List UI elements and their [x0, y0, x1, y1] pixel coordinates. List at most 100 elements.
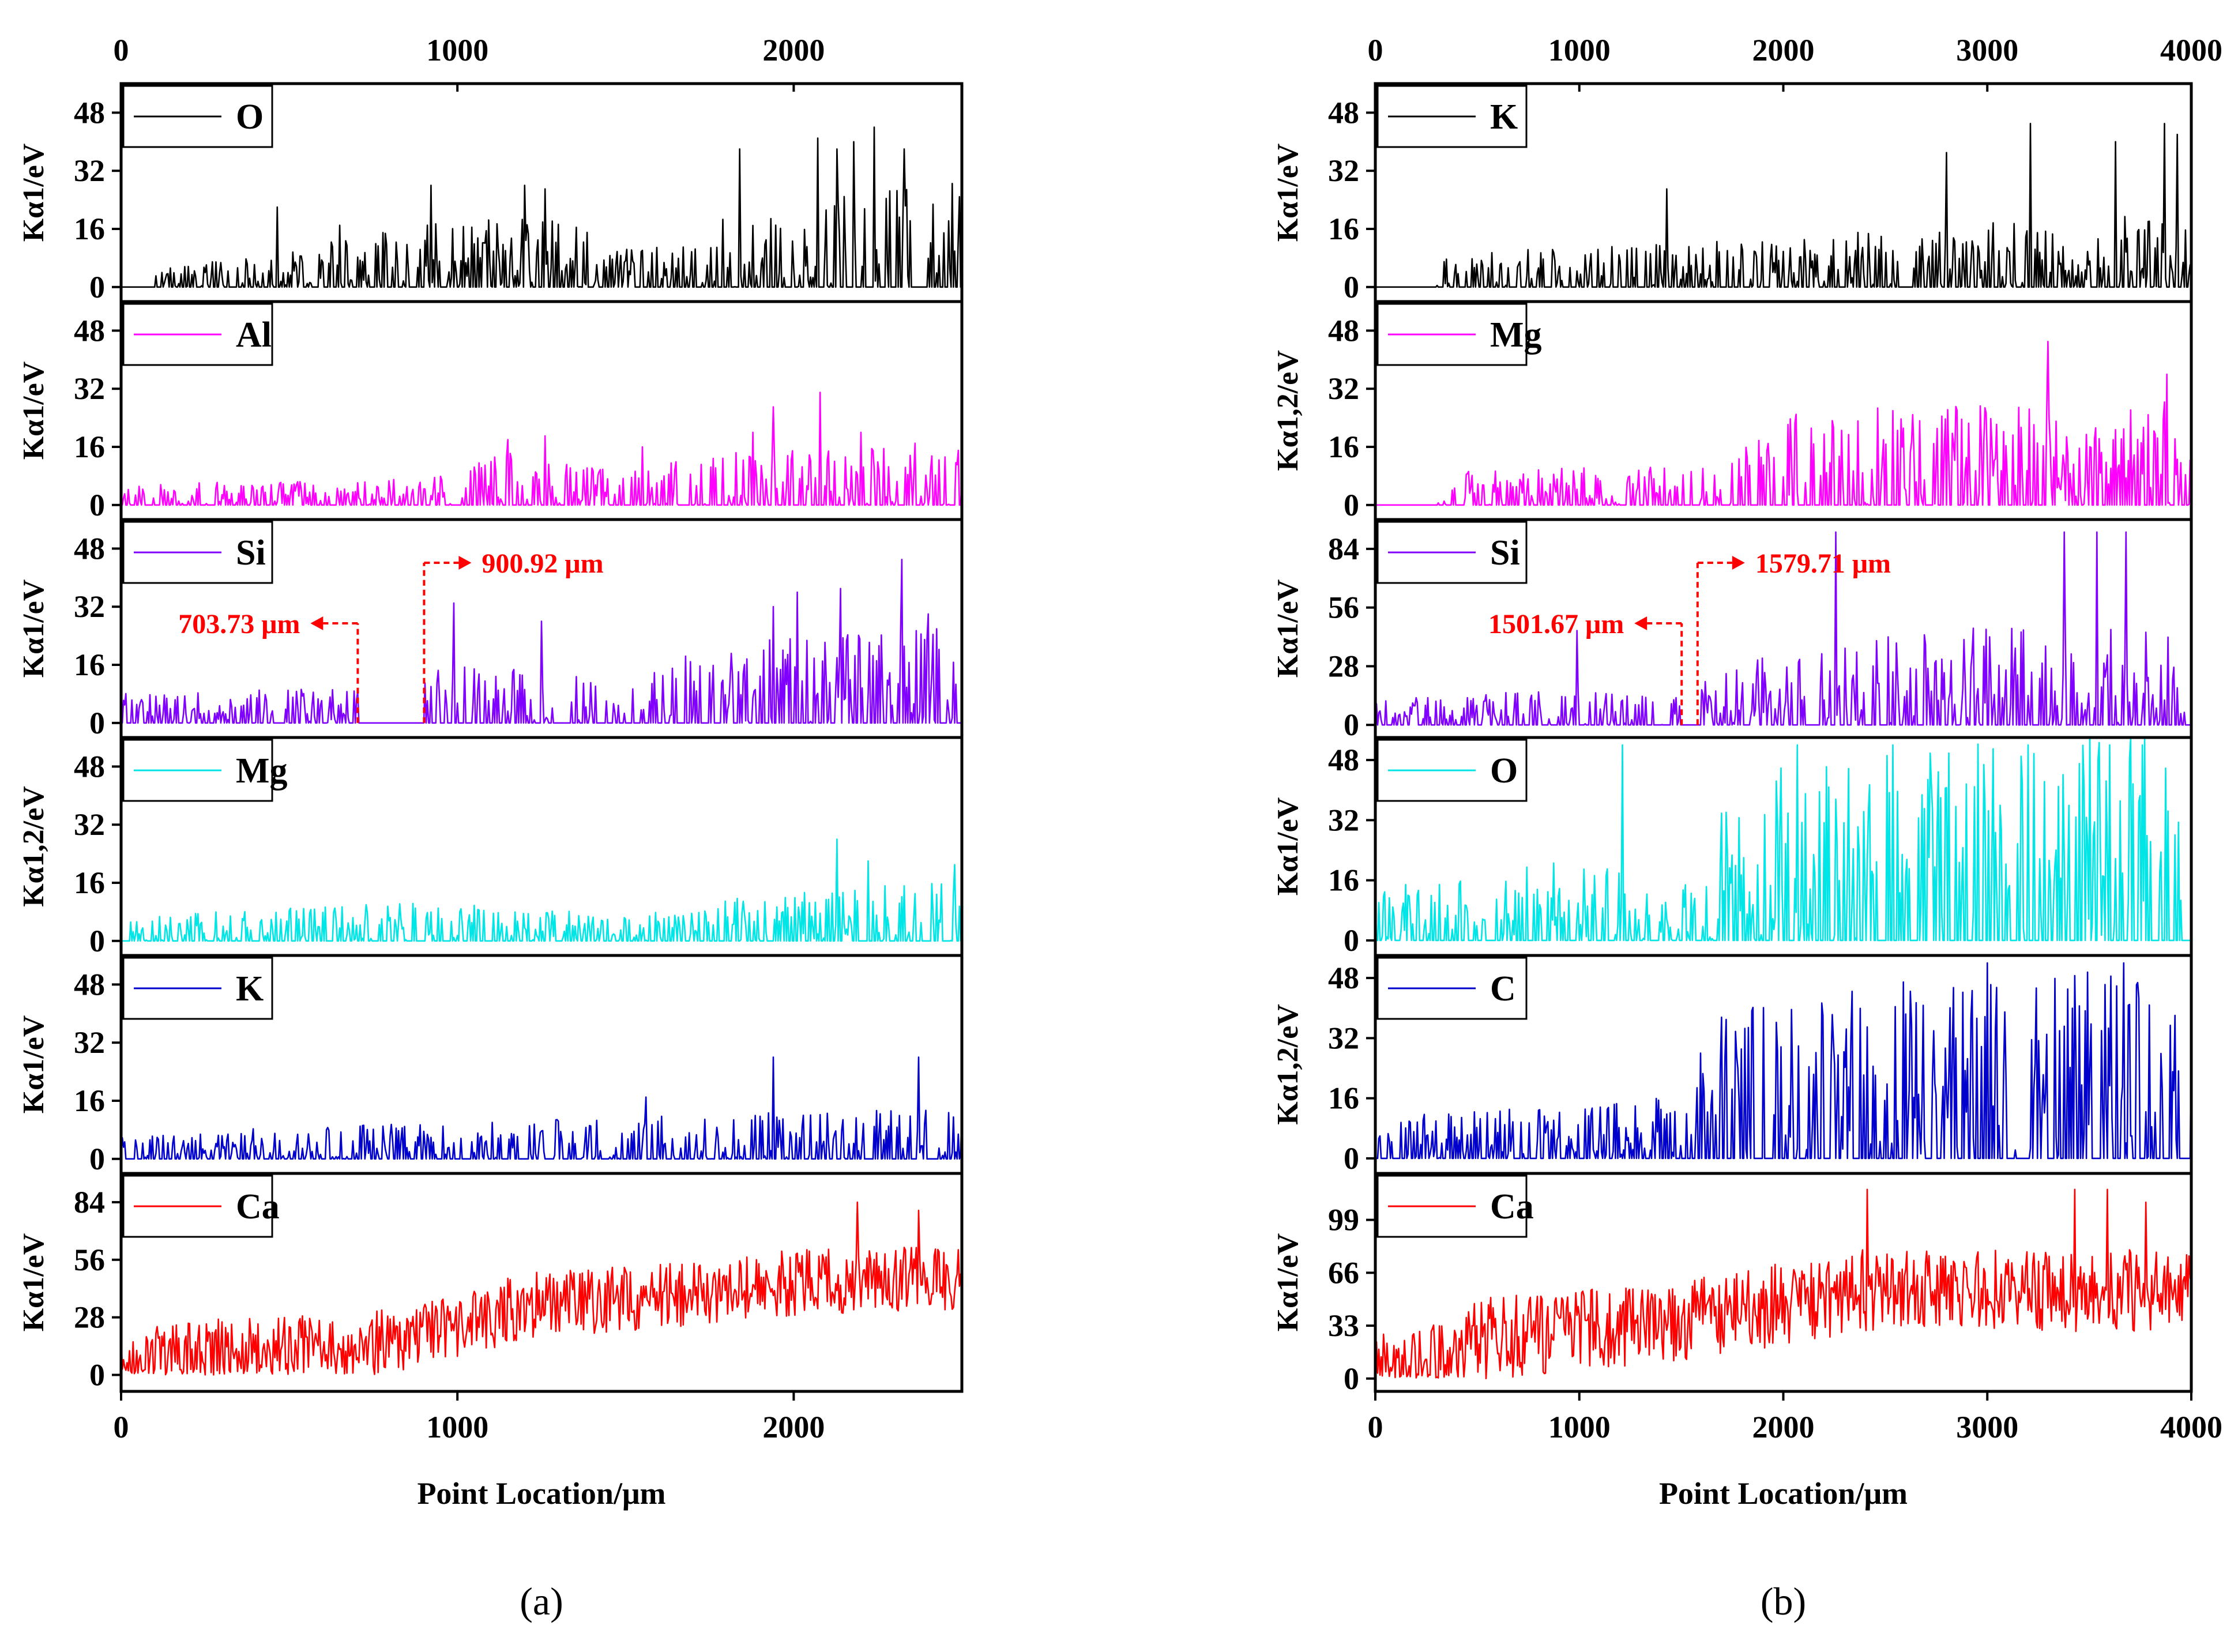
x-tick-label: 1000 [1548, 1410, 1611, 1444]
x-tick-label: 3000 [1956, 1410, 2018, 1444]
y-tick-label: 0 [1344, 270, 1359, 304]
series-line-ca [120, 1201, 963, 1376]
series-line-ca [1374, 1188, 2192, 1379]
subplot-a-k: 0 16 32 48 Kα1/eV K [17, 954, 964, 1176]
series-line-o [121, 126, 962, 288]
y-tick-label: 0 [89, 1142, 105, 1176]
y-axis-label: Kα1/eV [17, 1015, 50, 1114]
y-tick-label: 28 [1328, 649, 1359, 683]
y-tick-label: 16 [74, 648, 105, 682]
annotation-arrowhead [458, 556, 472, 570]
panel-caption: (a) [520, 1579, 563, 1623]
subplot-b-o: 0 16 32 48 Kα1/eV O [1272, 736, 2193, 958]
y-tick-label: 32 [1328, 371, 1359, 406]
panel-caption: (b) [1761, 1579, 1806, 1623]
series-line-c [1375, 962, 2192, 1160]
y-tick-label: 48 [1328, 743, 1359, 777]
y-tick-label: 56 [1328, 590, 1359, 625]
subplot-b-mg: 0 16 32 48 Kα1,2/eV Mg [1272, 300, 2193, 522]
legend-label-si: Si [1490, 533, 1520, 573]
y-tick-label: 66 [1328, 1255, 1359, 1290]
y-axis-label: Kα1/eV [1272, 579, 1304, 678]
series-line-si [121, 559, 962, 724]
legend-label-o: O [236, 97, 264, 137]
series-line-k [120, 1056, 963, 1160]
annotation-arrowhead [1732, 556, 1745, 570]
y-axis-label: Kα1,2/eV [17, 786, 50, 907]
y-axis-label: Kα1/eV [1272, 1233, 1304, 1332]
panel-b: 0 1000 2000 3000 4000 0 16 32 48 Kα1/eV K 0 16 32 48 Kα… [1272, 33, 2222, 1623]
y-axis-label: Kα1,2/eV [1272, 350, 1304, 471]
subplot-b-si: 0 28 56 84 Kα1/eV Si 1501.67 μm 1579.71 μm [1272, 518, 2193, 742]
y-axis-label: Kα1/eV [17, 362, 50, 460]
y-tick-label: 48 [74, 313, 105, 348]
annotation-arrowhead [1634, 616, 1648, 630]
legend-label-ca: Ca [236, 1187, 280, 1226]
x-axis-label: Point Location/μm [1659, 1476, 1908, 1511]
y-tick-label: 84 [74, 1185, 105, 1220]
y-tick-label: 0 [89, 270, 105, 304]
y-tick-label: 48 [1328, 95, 1359, 130]
x-tick-label: 2000 [762, 1410, 825, 1444]
top-x-tick-label: 3000 [1956, 33, 2018, 67]
subplot-a-si: 0 16 32 48 Kα1/eV Si 703.73 μm 900.92 μm [17, 518, 964, 740]
series-line-al [120, 392, 963, 506]
y-tick-label: 16 [1328, 1081, 1359, 1116]
y-tick-label: 32 [74, 589, 105, 624]
plot-frame [119, 1172, 964, 1393]
y-tick-label: 16 [74, 212, 105, 246]
y-tick-label: 48 [74, 95, 105, 130]
y-tick-label: 32 [74, 807, 105, 842]
x-axis-label: Point Location/μm [417, 1476, 665, 1511]
y-tick-label: 32 [1328, 153, 1359, 188]
x-tick-label: 2000 [1752, 1410, 1815, 1444]
subplot-a-ca: 0 28 56 84 Kα1/eV Ca [17, 1172, 964, 1393]
top-x-tick-label: 0 [114, 33, 129, 67]
series-line-si [1374, 531, 2191, 726]
y-axis-label: Kα1,2/eV [1272, 1004, 1304, 1125]
y-axis-label: Kα1/eV [1272, 797, 1304, 896]
y-tick-label: 48 [74, 531, 105, 566]
y-tick-label: 28 [74, 1300, 105, 1335]
subplot-b-k: 0 16 32 48 Kα1/eV K [1272, 82, 2193, 304]
x-tick-label: 4000 [2160, 1410, 2222, 1444]
y-tick-label: 48 [74, 967, 105, 1002]
legend-label-k: K [1490, 97, 1518, 137]
y-axis-label: Kα1/eV [17, 579, 50, 678]
series-line-mg [121, 838, 963, 942]
top-x-tick-label: 1000 [1548, 33, 1611, 67]
y-tick-label: 0 [1344, 488, 1359, 522]
y-tick-label: 48 [1328, 961, 1359, 995]
x-tick-label: 0 [114, 1410, 129, 1444]
y-axis-label: Kα1/eV [17, 144, 50, 242]
y-tick-label: 48 [1328, 313, 1359, 348]
y-tick-label: 32 [1328, 1021, 1359, 1055]
y-tick-label: 0 [89, 1357, 105, 1392]
y-tick-label: 16 [1328, 863, 1359, 898]
y-tick-label: 16 [74, 1083, 105, 1118]
y-axis-label: Kα1/eV [17, 1233, 50, 1332]
legend-label-o: O [1490, 751, 1518, 791]
y-tick-label: 48 [74, 749, 105, 784]
legend-label-c: C [1490, 969, 1516, 1008]
y-tick-label: 0 [1344, 1141, 1359, 1176]
x-tick-label: 0 [1368, 1410, 1383, 1444]
annotation-label: 900.92 μm [482, 548, 603, 579]
panel-a: 0 1000 2000 0 16 32 48 Kα1/eV O 0 16 32 48 Kα1/eV Al 0 1… [17, 33, 964, 1623]
y-tick-label: 16 [74, 865, 105, 900]
series-line-k [1375, 123, 2192, 288]
y-tick-label: 33 [1328, 1308, 1359, 1343]
legend-label-si: Si [236, 533, 266, 573]
subplot-a-al: 0 16 32 48 Kα1/eV Al [17, 300, 964, 522]
annotation-arrowhead [310, 616, 324, 630]
annotation-label: 1501.67 μm [1488, 609, 1624, 639]
y-tick-label: 56 [74, 1243, 105, 1277]
y-axis-label: Kα1/eV [1272, 144, 1304, 242]
y-tick-label: 0 [1344, 1361, 1359, 1396]
legend-label-k: K [236, 969, 264, 1008]
y-tick-label: 0 [1344, 708, 1359, 742]
top-x-tick-label: 4000 [2160, 33, 2222, 67]
series-line-o [1374, 736, 2191, 942]
y-tick-label: 99 [1328, 1203, 1359, 1237]
top-x-tick-label: 2000 [762, 33, 825, 67]
